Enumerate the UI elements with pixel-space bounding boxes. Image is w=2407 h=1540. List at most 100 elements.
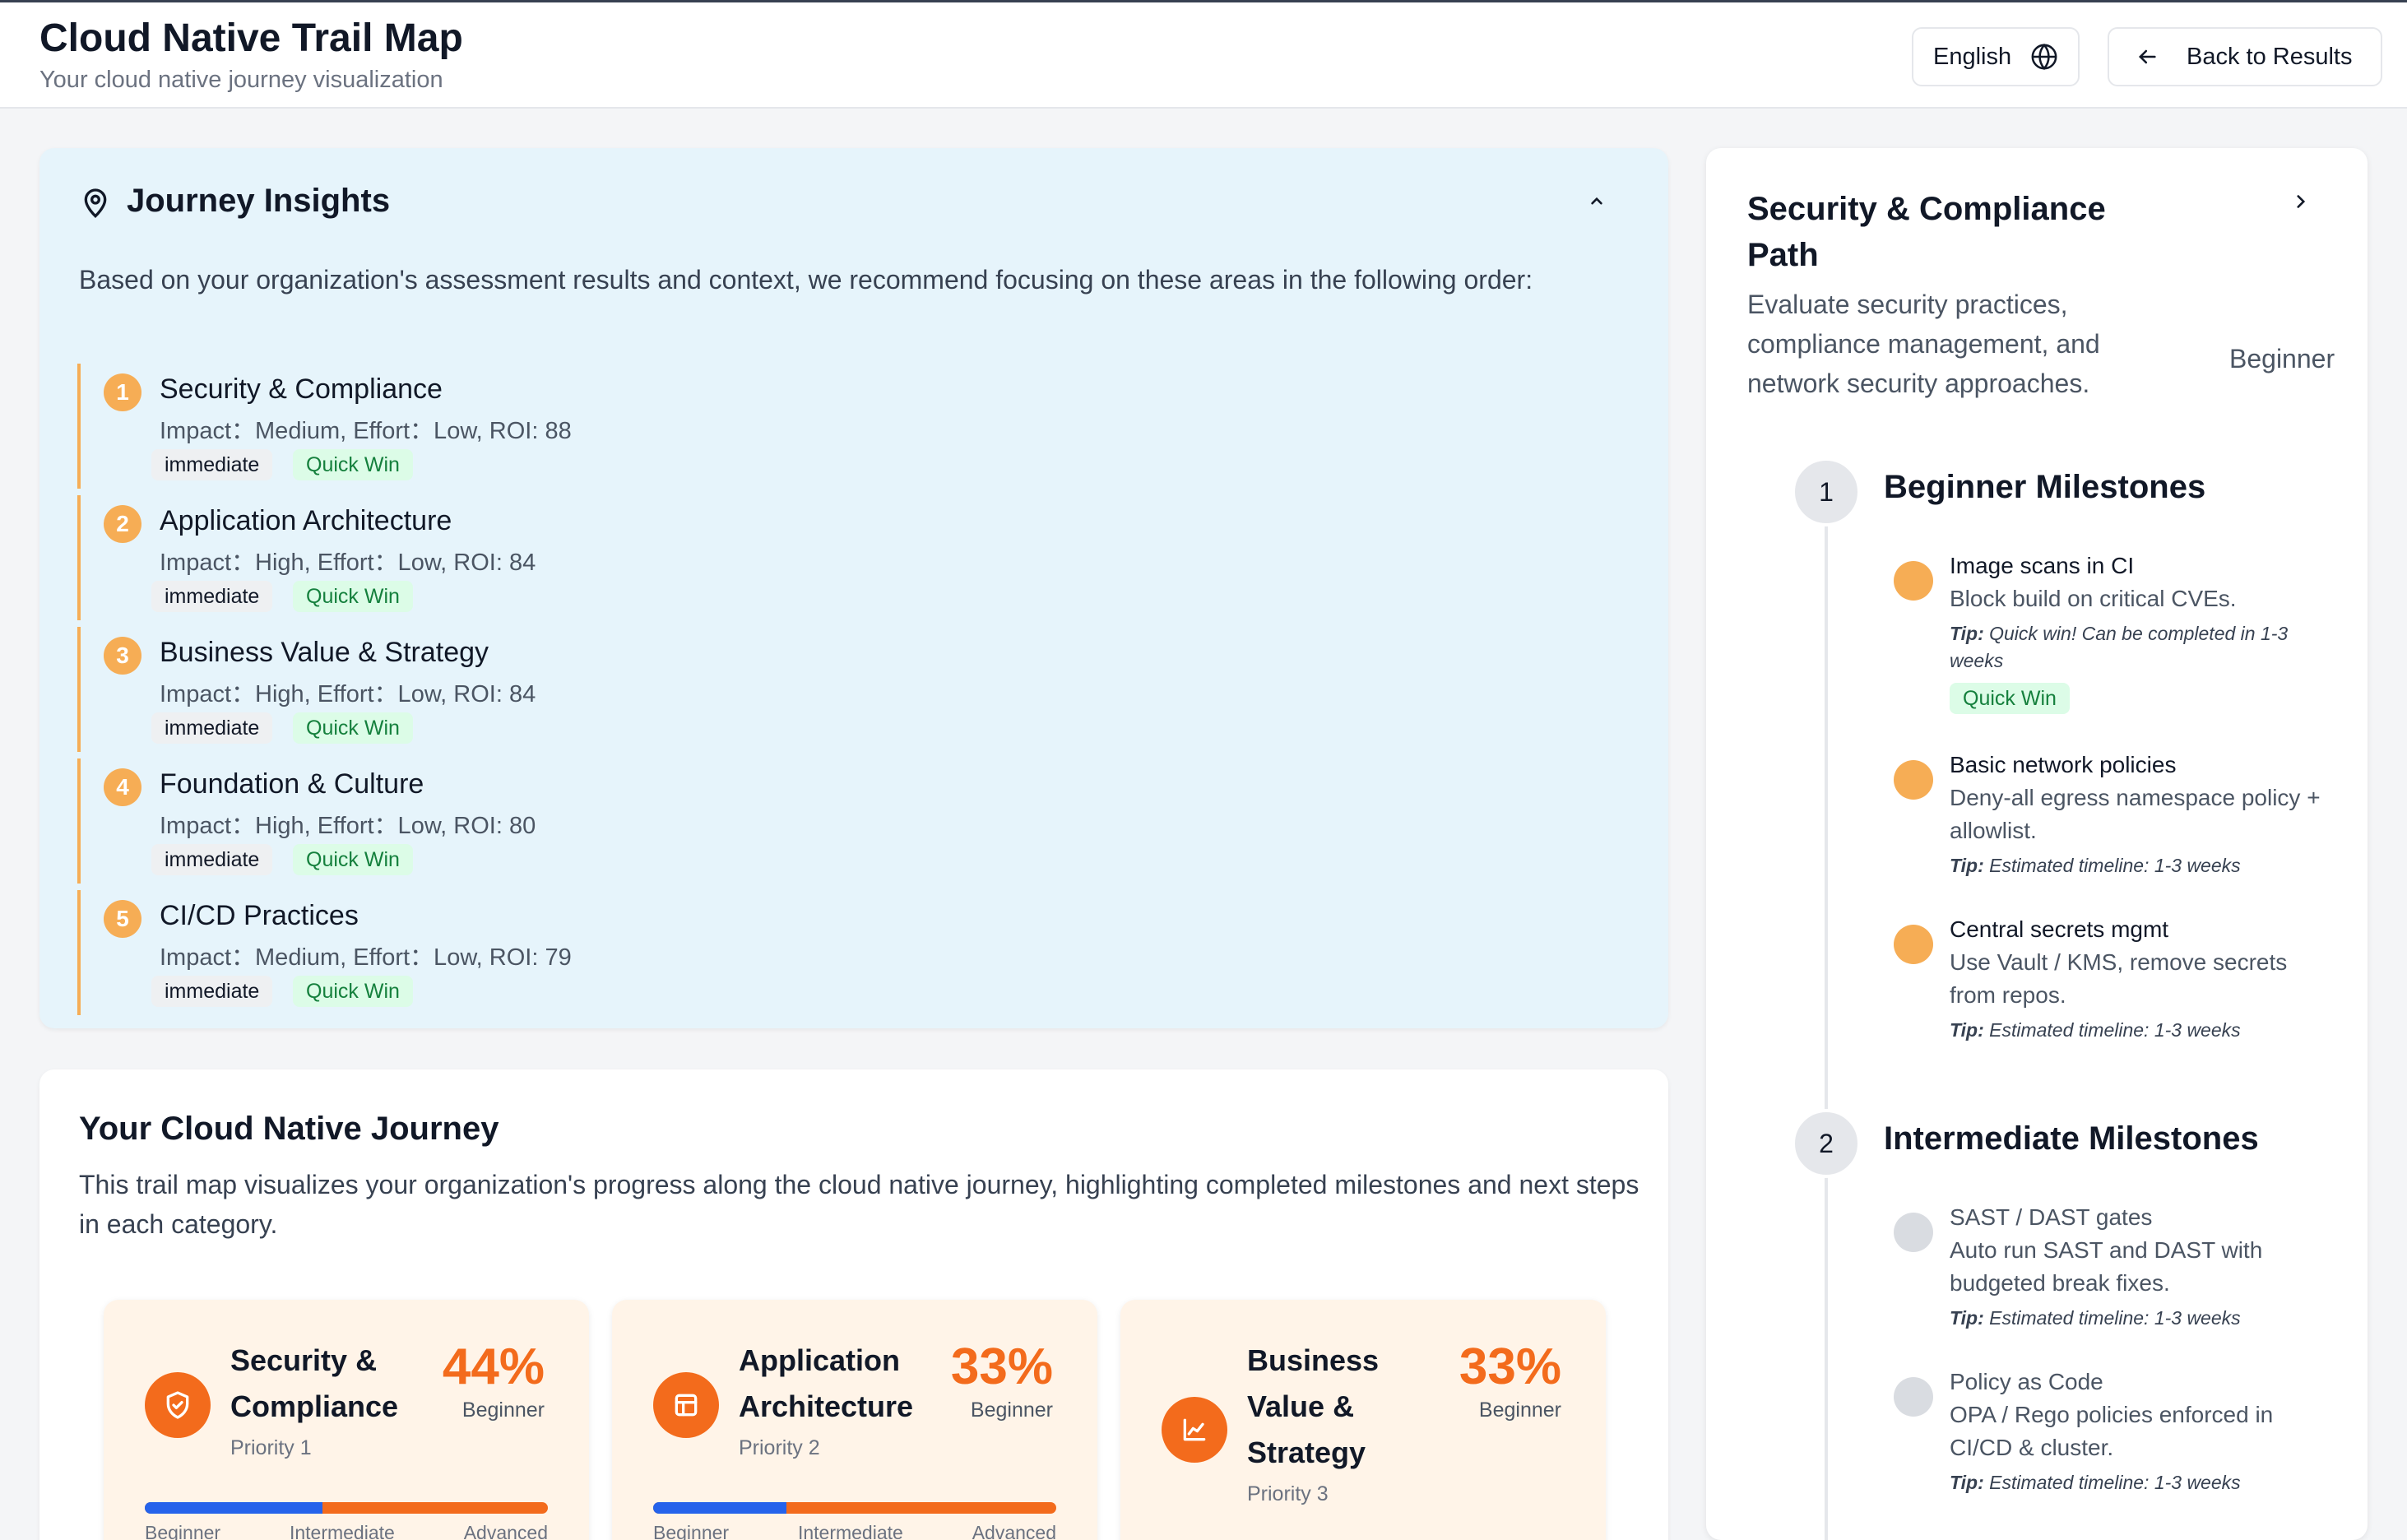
tip-label: Tip: <box>1950 623 1984 644</box>
milestone-tip: Tip: Estimated timeline: 1-3 weeks <box>1950 852 2328 879</box>
focus-name: Business Value & Strategy <box>160 637 489 668</box>
journey-title: Your Cloud Native Journey <box>79 1111 499 1147</box>
tip-label: Tip: <box>1950 855 1984 876</box>
milestone-item[interactable]: Central secrets mgmt Use Vault / KMS, re… <box>1894 913 2328 1044</box>
stage-intermediate: Intermediate <box>797 1522 903 1540</box>
stage-beginner: Beginner <box>653 1522 730 1540</box>
journey-description: This trail map visualizes your organizat… <box>79 1170 1639 1239</box>
milestone-status-dot <box>1894 1213 1933 1252</box>
category-priority: Priority 2 <box>739 1436 820 1459</box>
category-card-security[interactable]: Security & Compliance 44% Beginner Prior… <box>104 1300 589 1540</box>
category-priority: Priority 3 <box>1247 1482 1329 1505</box>
focus-name: Security & Compliance <box>160 373 443 405</box>
tip-text: Estimated timeline: 1-3 weeks <box>1989 1019 2241 1041</box>
focus-number: 5 <box>104 900 141 938</box>
quick-win-tag: Quick Win <box>293 976 413 1007</box>
tip-text: Quick win! Can be completed in 1-3 weeks <box>1950 623 2289 671</box>
page-subtitle: Your cloud native journey visualization <box>39 67 443 93</box>
milestone-status-dot <box>1894 1377 1933 1417</box>
insights-title: Journey Insights <box>127 183 391 219</box>
path-level: Beginner <box>2229 344 2335 373</box>
language-selector-button[interactable]: English <box>1912 27 2080 86</box>
focus-number: 3 <box>104 637 141 675</box>
quick-win-tag: Quick Win <box>293 844 413 875</box>
category-name: Security & Compliance <box>230 1343 399 1423</box>
category-percent: 33% <box>1459 1338 1561 1395</box>
category-name: Application Architecture <box>739 1343 914 1423</box>
quick-win-tag: Quick Win <box>293 449 413 480</box>
focus-meta: Impact：High, Effort：Low, ROI: 80 <box>160 813 536 839</box>
quick-win-tag: Quick Win <box>1950 683 2070 714</box>
category-level: Beginner <box>461 1399 545 1422</box>
category-level: Beginner <box>970 1399 1053 1422</box>
stage-beginner: Beginner <box>145 1522 221 1540</box>
chevron-up-icon[interactable] <box>1586 191 1607 212</box>
page-title: Cloud Native Trail Map <box>39 16 463 60</box>
focus-meta: Impact：High, Effort：Low, ROI: 84 <box>160 550 536 576</box>
step-title: Beginner Milestones <box>1884 469 2206 505</box>
path-description: Evaluate security practices, compliance … <box>1747 290 2100 398</box>
milestone-item[interactable]: Policy as Code OPA / Rego policies enfor… <box>1894 1366 2328 1496</box>
focus-name: CI/CD Practices <box>160 900 359 931</box>
layout-icon <box>653 1372 719 1438</box>
journey-card: Your Cloud Native Journey This trail map… <box>39 1069 1668 1540</box>
category-percent: 44% <box>442 1338 545 1395</box>
globe-icon <box>2031 43 2057 71</box>
category-percent: 33% <box>950 1338 1053 1395</box>
milestone-name: Basic network policies <box>1950 752 2177 777</box>
focus-item: 3 Business Value & Strategy Impact：High,… <box>77 627 1311 752</box>
milestone-name: Central secrets mgmt <box>1950 916 2169 942</box>
priority-tag: immediate <box>151 844 273 875</box>
quick-win-tag: Quick Win <box>293 712 413 744</box>
category-card-architecture[interactable]: Application Architecture 33% Beginner Pr… <box>612 1300 1097 1540</box>
progress-fill <box>653 1502 786 1514</box>
stage-advanced: Advanced <box>463 1522 548 1540</box>
stage-labels: Beginner Intermediate Advanced <box>145 1522 548 1540</box>
category-progress-bar <box>653 1502 1056 1514</box>
focus-item: 4 Foundation & Culture Impact：High, Effo… <box>77 758 1311 884</box>
focus-meta: Impact：Medium, Effort：Low, ROI: 79 <box>160 944 572 971</box>
arrow-left-icon <box>2139 49 2156 64</box>
milestone-item[interactable]: SAST / DAST gates Auto run SAST and DAST… <box>1894 1201 2328 1332</box>
app-header: Cloud Native Trail Map Your cloud native… <box>0 0 2407 109</box>
chart-icon <box>1162 1397 1227 1463</box>
category-level: Beginner <box>1478 1399 1561 1422</box>
milestone-tip: Tip: Estimated timeline: 1-3 weeks <box>1950 1305 2328 1332</box>
step-number-badge: 1 <box>1792 457 1861 526</box>
milestone-description: OPA / Rego policies enforced in CI/CD & … <box>1950 1402 2274 1460</box>
category-card-business[interactable]: Business Value & Strategy 33% Beginner P… <box>1120 1300 1606 1540</box>
milestone-description: Deny-all egress namespace policy + allow… <box>1950 785 2321 843</box>
priority-tag: immediate <box>151 976 273 1007</box>
path-title: Security & Compliance Path <box>1747 191 2106 273</box>
tip-label: Tip: <box>1950 1307 1984 1329</box>
step-title: Intermediate Milestones <box>1884 1120 2259 1157</box>
milestone-name: SAST / DAST gates <box>1950 1204 2153 1230</box>
stage-labels: Beginner Intermediate Advanced <box>653 1522 1056 1540</box>
journey-insights-card: Journey Insights Based on your organizat… <box>39 148 1668 1028</box>
focus-number: 1 <box>104 373 141 411</box>
focus-item: 1 Security & Compliance Impact：Medium, E… <box>77 364 1311 489</box>
milestone-description: Block build on critical CVEs. <box>1950 586 2237 611</box>
milestone-tip: Tip: Quick win! Can be completed in 1-3 … <box>1950 620 2328 675</box>
milestone-tip: Tip: Estimated timeline: 1-3 weeks <box>1950 1469 2328 1496</box>
milestone-description: Use Vault / KMS, remove secrets from rep… <box>1950 949 2288 1008</box>
milestone-status-dot <box>1894 760 1933 800</box>
progress-fill <box>145 1502 322 1514</box>
back-label: Back to Results <box>2187 43 2353 70</box>
tip-text: Estimated timeline: 1-3 weeks <box>1989 1307 2241 1329</box>
focus-name: Foundation & Culture <box>160 768 424 800</box>
milestone-item[interactable]: Image scans in CI Block build on critica… <box>1894 550 2328 714</box>
category-name: Business Value & Strategy <box>1247 1343 1380 1469</box>
tip-text: Estimated timeline: 1-3 weeks <box>1989 855 2241 876</box>
stage-advanced: Advanced <box>972 1522 1056 1540</box>
tip-label: Tip: <box>1950 1019 1984 1041</box>
milestone-status-dot <box>1894 925 1933 964</box>
focus-meta: Impact：Medium, Effort：Low, ROI: 88 <box>160 418 572 444</box>
category-progress-bar <box>145 1502 548 1514</box>
milestone-item[interactable]: Basic network policies Deny-all egress n… <box>1894 749 2328 879</box>
chevron-right-icon[interactable] <box>2290 191 2312 212</box>
focus-number: 4 <box>104 768 141 806</box>
insights-description: Based on your organization's assessment … <box>79 265 1533 295</box>
back-to-results-button[interactable]: Back to Results <box>2108 27 2382 86</box>
focus-name: Application Architecture <box>160 505 452 536</box>
